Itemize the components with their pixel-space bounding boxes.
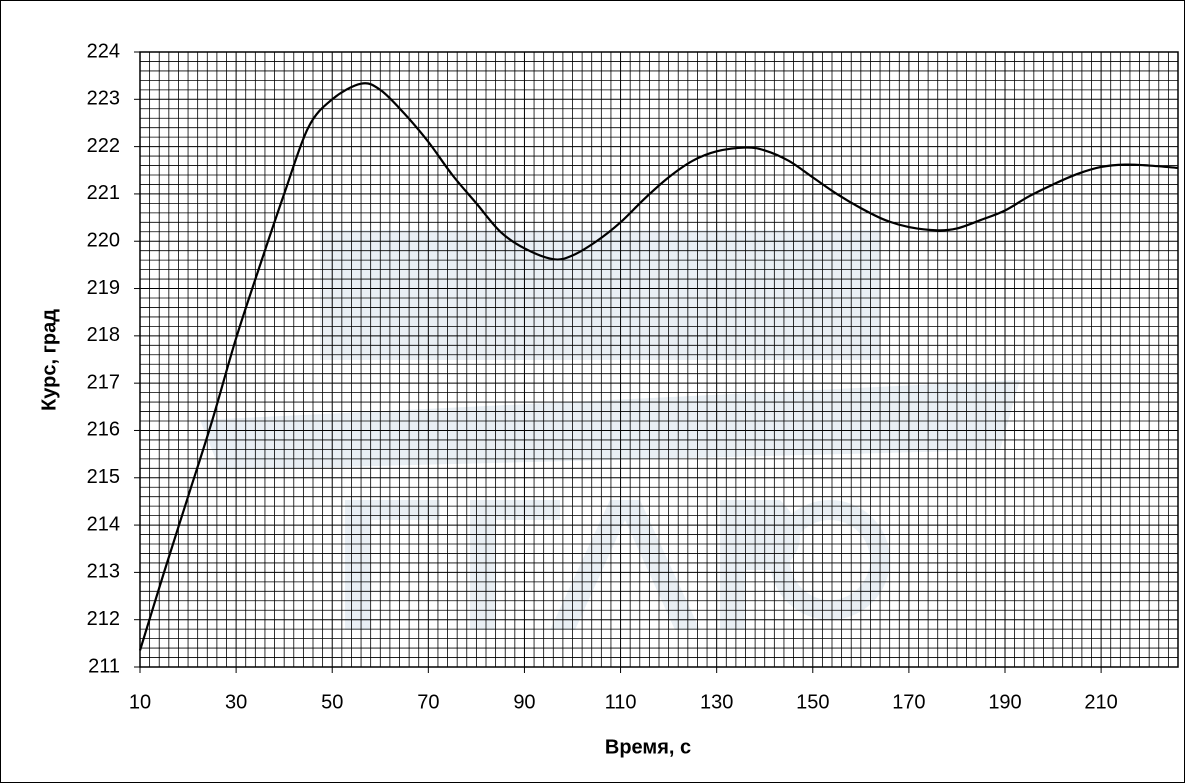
x-tick-label: 10 (129, 691, 151, 713)
x-tick-label: 130 (700, 691, 733, 713)
x-tick-label: 70 (417, 691, 439, 713)
y-tick-label: 213 (87, 561, 120, 583)
y-tick-label: 217 (87, 371, 120, 393)
y-tick-label: 215 (87, 466, 120, 488)
line (138, 82, 1179, 651)
x-tick-label: 210 (1084, 691, 1117, 713)
y-axis-title: Курс, град (38, 309, 60, 411)
y-tick-label: 219 (87, 277, 120, 299)
y-tick-label: 221 (87, 182, 120, 204)
x-tick-label: 110 (605, 691, 637, 713)
y-tick-label: 214 (87, 513, 120, 535)
y-tick-label: 218 (87, 324, 120, 346)
x-tick-label: 30 (225, 691, 247, 713)
y-tick-label: 220 (87, 230, 120, 252)
x-tick-label: 170 (892, 691, 925, 713)
y-tick-label: 212 (87, 608, 120, 630)
y-tick-label: 222 (87, 135, 120, 157)
y-tick-label: 224 (87, 40, 120, 62)
plot-border (139, 51, 1179, 668)
x-tick-label: 50 (321, 691, 343, 713)
y-tick-label: 223 (87, 88, 120, 110)
x-tick-label: 190 (988, 691, 1021, 713)
x-axis-title: Время, с (605, 736, 691, 758)
y-tick-label: 216 (87, 419, 120, 441)
x-tick-label: 150 (796, 691, 829, 713)
y-tick-label: 211 (88, 655, 120, 677)
x-tick-label: 90 (513, 691, 535, 713)
